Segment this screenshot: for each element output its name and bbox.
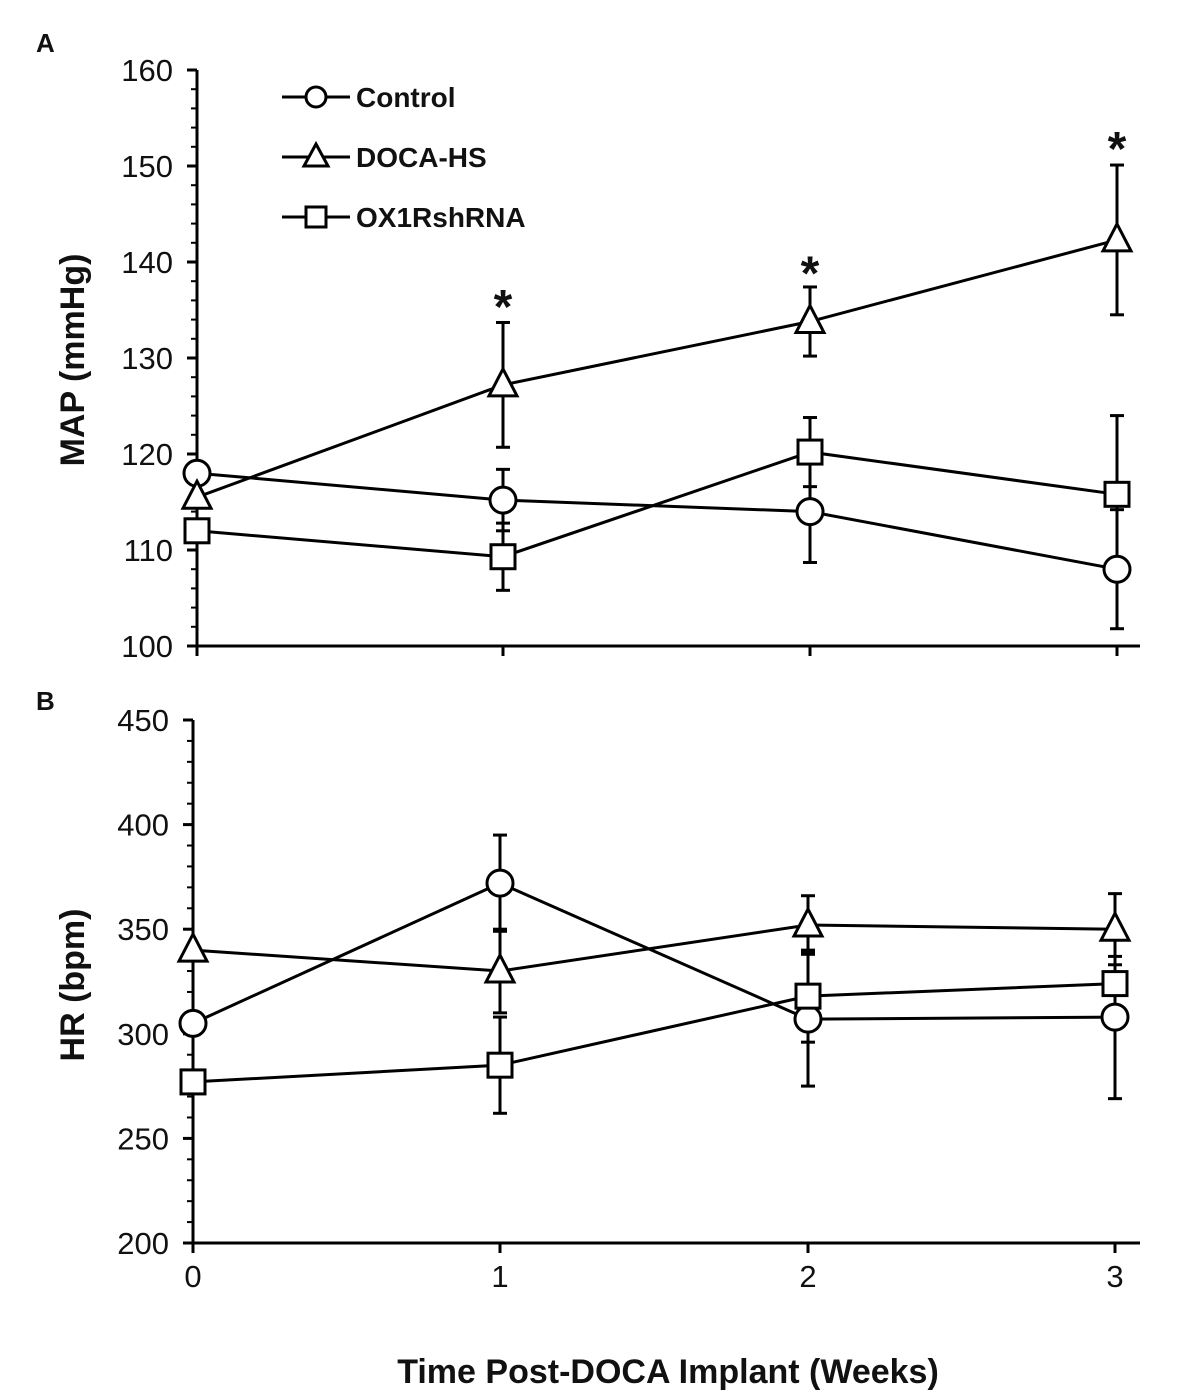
legend-ox1rshrna-label: OX1RshRNA (356, 202, 526, 233)
map-ox1rshrna-point-3 (1105, 482, 1129, 506)
hr-doca-hs-point-0 (179, 934, 207, 961)
hr-control-point-3 (1102, 1004, 1128, 1030)
hr-ox1rshrna-point-2 (796, 984, 820, 1008)
map-doca-hs-point-3 (1103, 224, 1131, 251)
legend-entry-ox1rshrna: OX1RshRNA (282, 202, 526, 233)
hr-control-point-2 (795, 1006, 821, 1032)
map-y-tick-label-110: 110 (124, 533, 173, 568)
map-significance-star-0: * (494, 281, 513, 334)
map-control-point-3 (1104, 556, 1130, 582)
panel-a-plot: 100 110 120 130 140 150 160 * * * (121, 53, 1140, 664)
hr-y-tick-label-300: 300 (117, 1017, 169, 1052)
legend-doca-hs-label: DOCA-HS (356, 142, 487, 173)
x-axis-title: Time Post-DOCA Implant (Weeks) (397, 1353, 939, 1391)
hr-ox1rshrna-line (193, 984, 1115, 1082)
hr-y-tick-label-250: 250 (117, 1121, 169, 1156)
map-ox1rshrna-point-1 (491, 545, 515, 569)
hr-control-point-0 (180, 1010, 206, 1036)
map-doca-hs-line (197, 240, 1117, 497)
map-significance-star-1: * (801, 248, 820, 301)
panel-b-plot: 200 250 300 350 400 450 0 1 2 3 (117, 703, 1140, 1294)
map-ox1rshrna-line (197, 452, 1117, 557)
hr-y-tick-label-350: 350 (117, 912, 169, 947)
panel-a-label: A (36, 28, 55, 58)
legend-control-label: Control (356, 82, 456, 113)
hr-ox1rshrna-point-0 (181, 1070, 205, 1094)
map-control-point-2 (797, 499, 823, 525)
legend-doca-hs-marker (304, 144, 328, 166)
hr-ox1rshrna-point-3 (1103, 972, 1127, 996)
legend: Control DOCA-HS OX1RshRNA (282, 82, 526, 233)
hr-doca-hs-point-2 (794, 909, 822, 936)
map-y-tick-label-140: 140 (121, 245, 173, 280)
map-y-tick-label-100: 100 (121, 629, 173, 664)
map-y-tick-label-160: 160 (121, 53, 173, 88)
map-control-line (197, 473, 1117, 569)
figure: A B MAP (mmHg) HR (bpm) Time Post-DOCA I… (0, 0, 1183, 1392)
hr-control-point-1 (487, 870, 513, 896)
hr-y-tick-label-450: 450 (117, 703, 169, 738)
hr-y-tick-label-400: 400 (117, 808, 169, 843)
legend-entry-control: Control (282, 82, 456, 113)
hr-doca-hs-point-3 (1101, 913, 1129, 940)
map-ox1rshrna-point-0 (185, 519, 209, 543)
map-y-tick-label-120: 120 (121, 437, 173, 472)
hr-x-tick-label-0: 0 (184, 1259, 201, 1294)
legend-ox1rshrna-marker (306, 207, 326, 227)
map-control-point-1 (490, 487, 516, 513)
hr-y-axis-title: HR (bpm) (54, 909, 92, 1062)
hr-doca-hs-line (193, 925, 1115, 971)
hr-x-tick-label-1: 1 (491, 1259, 508, 1294)
map-y-axis-title: MAP (mmHg) (54, 254, 92, 467)
map-y-tick-label-130: 130 (121, 341, 173, 376)
map-y-tick-label-150: 150 (121, 149, 173, 184)
hr-control-line (193, 883, 1115, 1023)
hr-x-tick-label-3: 3 (1106, 1259, 1123, 1294)
legend-control-marker (306, 87, 326, 107)
map-significance-star-2: * (1108, 123, 1127, 176)
hr-x-tick-label-2: 2 (799, 1259, 816, 1294)
hr-y-tick-label-200: 200 (117, 1226, 169, 1261)
legend-entry-doca-hs: DOCA-HS (282, 142, 487, 173)
hr-ox1rshrna-point-1 (488, 1053, 512, 1077)
map-ox1rshrna-point-2 (798, 440, 822, 464)
panel-b-label: B (36, 686, 55, 716)
